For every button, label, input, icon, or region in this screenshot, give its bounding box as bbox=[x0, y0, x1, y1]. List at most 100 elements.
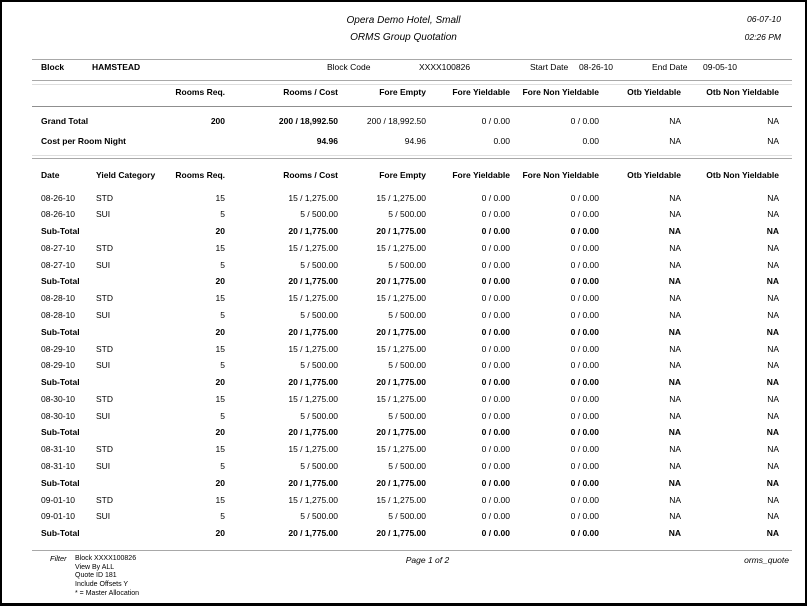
detail-cell: 0 / 0.00 bbox=[481, 326, 510, 337]
summary-cell: 94.96 bbox=[404, 136, 426, 146]
detail-subtotal-row: Sub-Total 20 20 / 1,775.00 20 / 1,775.00… bbox=[2, 277, 805, 288]
detail-cell-date: Sub-Total bbox=[41, 377, 80, 388]
detail-cell: 0 / 0.00 bbox=[570, 192, 599, 203]
summary-bottom-rule bbox=[32, 155, 792, 156]
detail-cell: 0 / 0.00 bbox=[570, 528, 599, 539]
detail-cell: 0 / 0.00 bbox=[481, 242, 510, 253]
detail-cell-date: Sub-Total bbox=[41, 226, 80, 237]
detail-cell: NA bbox=[767, 192, 779, 203]
detail-cell: 5 bbox=[220, 410, 225, 421]
detail-cell-date: Sub-Total bbox=[41, 477, 80, 488]
detail-cell: 0 / 0.00 bbox=[481, 293, 510, 304]
filter-label: Filter bbox=[50, 554, 67, 564]
detail-cell: 5 / 500.00 bbox=[300, 410, 338, 421]
detail-row: 08-26-10 STD 15 15 / 1,275.00 15 / 1,275… bbox=[2, 192, 805, 205]
detail-cell-date: Sub-Total bbox=[41, 326, 80, 337]
cost-per-room-night-row: Cost per Room Night 94.96 94.96 0.00 0.0… bbox=[2, 137, 805, 148]
summary-column-header: Rooms / Cost bbox=[283, 86, 338, 97]
detail-cell: 20 bbox=[215, 477, 225, 488]
detail-cell: 15 bbox=[215, 293, 225, 304]
detail-cell-date: 08-26-10 bbox=[41, 209, 76, 220]
detail-cell: 0 / 0.00 bbox=[570, 444, 599, 455]
detail-cell-date: Sub-Total bbox=[41, 528, 80, 539]
detail-column-header: Fore Yieldable bbox=[452, 170, 510, 181]
detail-row: 09-01-10 SUI 5 5 / 500.00 5 / 500.00 0 /… bbox=[2, 512, 805, 523]
detail-cell: 0 / 0.00 bbox=[570, 242, 599, 253]
detail-cell: NA bbox=[767, 209, 779, 220]
detail-cell-date: 08-31-10 bbox=[41, 461, 76, 471]
summary-column-header: Fore Non Yieldable bbox=[522, 86, 599, 97]
detail-cell: 0 / 0.00 bbox=[570, 276, 599, 287]
summary-cell: 0.00 bbox=[582, 136, 599, 146]
detail-cell: 5 / 500.00 bbox=[388, 360, 426, 371]
detail-cell: 0 / 0.00 bbox=[481, 511, 510, 522]
detail-cell-date: Sub-Total bbox=[41, 276, 80, 287]
report-name: orms_quote bbox=[744, 554, 789, 565]
detail-cell-category: STD bbox=[96, 242, 113, 253]
detail-cell: NA bbox=[669, 242, 681, 253]
detail-cell: NA bbox=[669, 444, 681, 455]
detail-cell-date: 09-01-10 bbox=[41, 511, 76, 522]
detail-subtotal-row: Sub-Total 20 20 / 1,775.00 20 / 1,775.00… bbox=[2, 227, 805, 238]
detail-cell: NA bbox=[766, 427, 779, 438]
detail-cell: NA bbox=[668, 528, 681, 539]
detail-cell: NA bbox=[767, 511, 779, 522]
detail-cell: NA bbox=[766, 377, 779, 388]
summary-row-label: Cost per Room Night bbox=[41, 136, 126, 146]
detail-cell: 0 / 0.00 bbox=[481, 461, 510, 471]
detail-cell: NA bbox=[766, 528, 779, 539]
detail-cell: 0 / 0.00 bbox=[481, 427, 510, 438]
detail-cell: 15 / 1,275.00 bbox=[288, 393, 338, 404]
detail-cell: 20 bbox=[215, 276, 225, 287]
detail-cell: 5 / 500.00 bbox=[388, 310, 426, 320]
page-indicator: Page 1 of 2 bbox=[405, 555, 450, 566]
detail-row: 08-28-10 STD 15 15 / 1,275.00 15 / 1,275… bbox=[2, 294, 805, 305]
detail-cell: 0 / 0.00 bbox=[570, 461, 599, 471]
detail-cell: 15 bbox=[215, 393, 225, 404]
detail-cell: NA bbox=[767, 242, 779, 253]
detail-cell: NA bbox=[669, 494, 681, 505]
detail-cell: 20 / 1,775.00 bbox=[288, 528, 338, 539]
detail-column-header: Otb Yieldable bbox=[627, 170, 681, 181]
detail-cell-category: SUI bbox=[96, 461, 111, 471]
detail-subtotal-row: Sub-Total 20 20 / 1,775.00 20 / 1,775.00… bbox=[2, 328, 805, 339]
filter-line: Include Offsets Y bbox=[75, 580, 129, 588]
detail-cell: 20 / 1,775.00 bbox=[376, 226, 426, 237]
detail-cell: NA bbox=[767, 444, 779, 455]
filter-line: View By ALL bbox=[75, 563, 115, 571]
summary-column-header: Fore Empty bbox=[379, 86, 426, 97]
block-info-row: Block HAMSTEAD Block Code XXXX100826 Sta… bbox=[2, 61, 805, 74]
summary-cell: NA bbox=[669, 136, 681, 146]
summary-header-row: Rooms Req. Rooms / Cost Fore Empty Fore … bbox=[2, 88, 805, 99]
detail-cell: NA bbox=[767, 393, 779, 404]
block-value: HAMSTEAD bbox=[92, 61, 141, 72]
detail-cell: 0 / 0.00 bbox=[570, 410, 599, 421]
detail-cell-date: 08-30-10 bbox=[41, 393, 76, 404]
summary-cell: 0.00 bbox=[493, 136, 510, 146]
detail-cell: 0 / 0.00 bbox=[481, 494, 510, 505]
detail-cell: 0 / 0.00 bbox=[570, 377, 599, 388]
detail-cell: 15 / 1,275.00 bbox=[376, 242, 426, 253]
detail-cell: 20 / 1,775.00 bbox=[288, 226, 338, 237]
detail-cell: NA bbox=[766, 226, 779, 237]
detail-cell: 5 / 500.00 bbox=[300, 461, 338, 471]
detail-cell: NA bbox=[767, 343, 779, 354]
detail-row: 08-30-10 STD 15 15 / 1,275.00 15 / 1,275… bbox=[2, 395, 805, 406]
detail-cell: 0 / 0.00 bbox=[570, 393, 599, 404]
detail-cell: 15 / 1,275.00 bbox=[376, 393, 426, 404]
detail-cell: NA bbox=[766, 276, 779, 287]
detail-cell: 15 bbox=[215, 343, 225, 354]
detail-cell: 0 / 0.00 bbox=[570, 293, 599, 304]
detail-cell-date: 08-31-10 bbox=[41, 444, 76, 455]
detail-cell: NA bbox=[669, 393, 681, 404]
detail-row: 08-31-10 SUI 5 5 / 500.00 5 / 500.00 0 /… bbox=[2, 462, 805, 473]
detail-cell: 15 / 1,275.00 bbox=[288, 494, 338, 505]
detail-subtotal-row: Sub-Total 20 20 / 1,775.00 20 / 1,775.00… bbox=[2, 378, 805, 389]
detail-cell: 0 / 0.00 bbox=[570, 209, 599, 220]
detail-cell-date: 08-28-10 bbox=[41, 310, 76, 320]
detail-cell-category: STD bbox=[96, 494, 113, 505]
detail-cell: 15 / 1,275.00 bbox=[288, 343, 338, 354]
detail-cell: NA bbox=[669, 343, 681, 354]
detail-cell: 20 bbox=[215, 326, 225, 337]
detail-cell: 15 / 1,275.00 bbox=[288, 293, 338, 304]
